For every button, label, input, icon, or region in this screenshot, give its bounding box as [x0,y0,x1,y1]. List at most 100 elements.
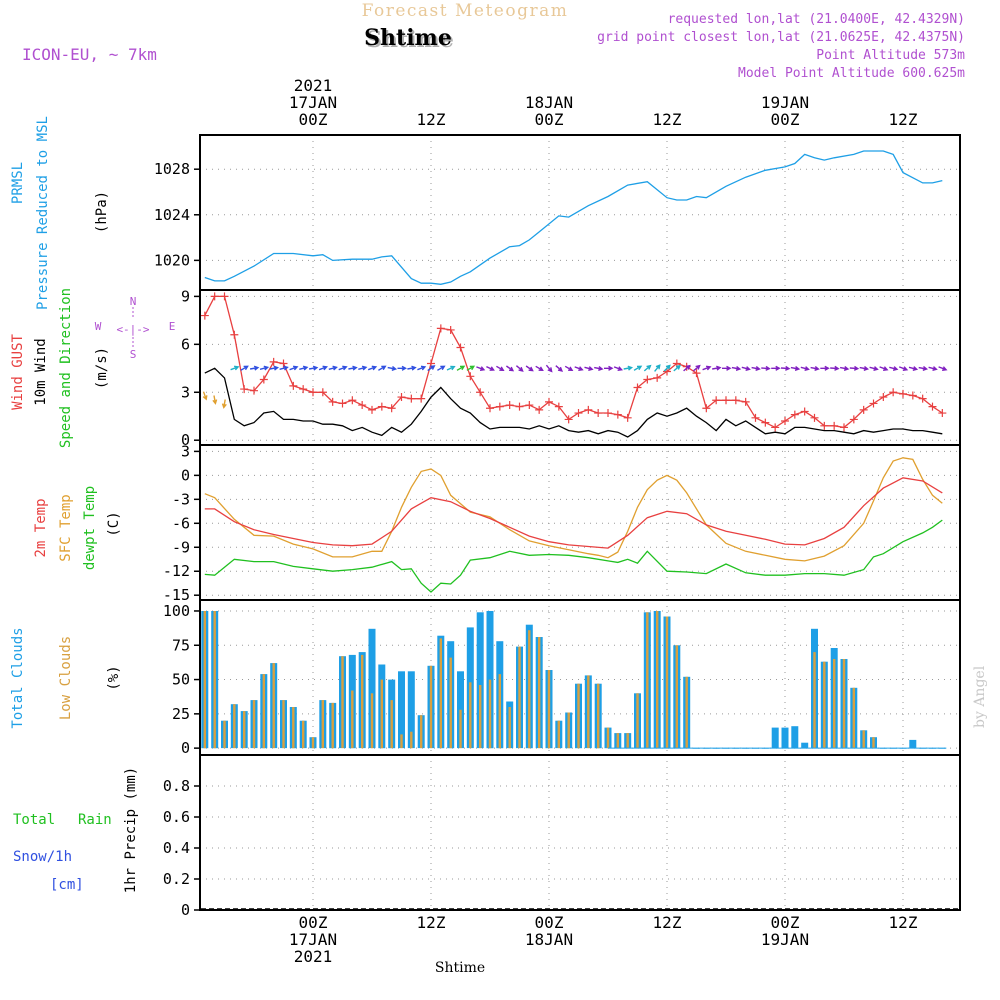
low-cloud-bar [272,663,275,749]
wind-arrow [918,365,929,371]
y-tick-label: -15 [163,586,190,604]
model-altitude: Model Point Altitude 600.625m [738,66,965,81]
gust-marker [476,388,485,397]
low-cloud-bar [479,685,482,749]
wind-speed-dir-label: Speed and Direction [58,288,74,448]
y-tick-label: 9 [181,287,190,305]
total-cloud-bar [368,628,376,749]
low-cloud-bar [400,734,403,749]
gust-marker [358,401,367,410]
wind-arrow [308,365,319,371]
low-cloud-bar [813,652,816,749]
temperature-y-ticks: -15 -12 -9 -6 -3 0 3 [163,442,200,604]
sfc-temp-label: SFC Temp [58,494,74,561]
wind-arrow [780,365,791,371]
wind-arrow [928,366,938,371]
clouds-y-ticks: 0 25 50 75 100 [163,602,200,757]
wind-arrow [722,365,732,371]
gust-marker [436,324,445,333]
gust-marker [564,415,573,424]
gust-marker [722,396,730,405]
gust-marker [840,423,848,432]
wind-arrow [830,365,840,371]
y-tick-label: 0.8 [163,777,190,795]
y-tick-label: 3 [181,442,190,460]
wind-arrow [476,366,486,371]
wind-arrow [908,366,919,371]
gust-marker [653,373,662,382]
time-label-top: 19JAN [761,93,809,112]
gust-marker [712,396,721,405]
total-cloud-bar [791,726,799,749]
time-label-bottom: 12Z [417,913,446,932]
low-cloud-bar [252,700,256,749]
total-clouds-label: Total Clouds [10,627,26,728]
low-cloud-bar [311,737,315,749]
gust-marker [299,385,308,394]
gust-marker [918,394,927,403]
low-cloud-bar [439,638,442,749]
time-label-bottom: 00Z [771,913,800,932]
gust-marker [220,292,229,301]
gust-marker [584,405,593,414]
wind-arrow [456,365,466,371]
low-cloud-bar [823,661,826,749]
low-cloud-bar [429,665,433,749]
wind-series [200,292,947,438]
gust-marker [377,402,386,411]
gust-marker [938,409,947,418]
wind-arrow [545,364,553,373]
gust-marker [535,405,544,414]
wind-arrow [407,365,417,371]
time-label-bottom: 17JAN [289,930,337,949]
gust-line [204,295,943,429]
low-cloud-bar [420,715,423,749]
total-cloud-bar [398,671,405,749]
gust-marker [633,383,642,392]
wind-arrow [378,365,387,371]
low-cloud-bar [262,674,265,749]
low-cloud-bar [370,693,374,749]
low-cloud-bar [567,712,570,749]
wind-direction-arrows [202,364,948,409]
prmsl-label: PRMSL [10,162,26,204]
gust-marker [545,397,553,406]
gust-marker [899,389,907,398]
low-cloud-bar [547,670,551,749]
time-label-top: 2021 [294,76,333,95]
wind-arrow [269,365,280,371]
wind-arrow [898,366,909,371]
y-tick-label: -9 [172,538,190,556]
low-cloud-bar [538,637,541,749]
y-tick-label: 25 [172,705,190,723]
low-cloud-bar [203,611,206,749]
pressure-grid [200,135,960,290]
prmsl-long-label: Pressure Reduced to MSL [35,116,51,310]
gust-marker [200,311,209,320]
wind-arrow [279,365,289,371]
gust-marker [741,397,750,406]
wind-arrow [259,365,270,371]
low-cloud-bar [685,676,688,749]
low-clouds-label: Low Clouds [58,636,74,720]
y-tick-label: 100 [163,602,190,620]
total-cloud-bar [407,671,415,749]
footer-location: Shtime [435,960,485,976]
wind-arrow [240,365,249,371]
wind-arrow [683,364,691,372]
wind-arrow [751,365,761,371]
gridpoint-coords: grid point closest lon,lat (21.0625E, 42… [597,30,965,45]
gust-marker [309,388,317,397]
wind-arrow [584,366,594,371]
y-tick-label: 0 [181,466,190,484]
gust-marker [869,399,878,408]
gust-marker [820,421,829,430]
wind-arrow [702,365,712,371]
wind-arrow [810,365,820,371]
wind-arrow [486,365,495,371]
low-cloud-bar [361,654,364,749]
temperature-frame [199,444,961,601]
wind-arrow [564,365,574,372]
gust-marker [771,423,780,432]
